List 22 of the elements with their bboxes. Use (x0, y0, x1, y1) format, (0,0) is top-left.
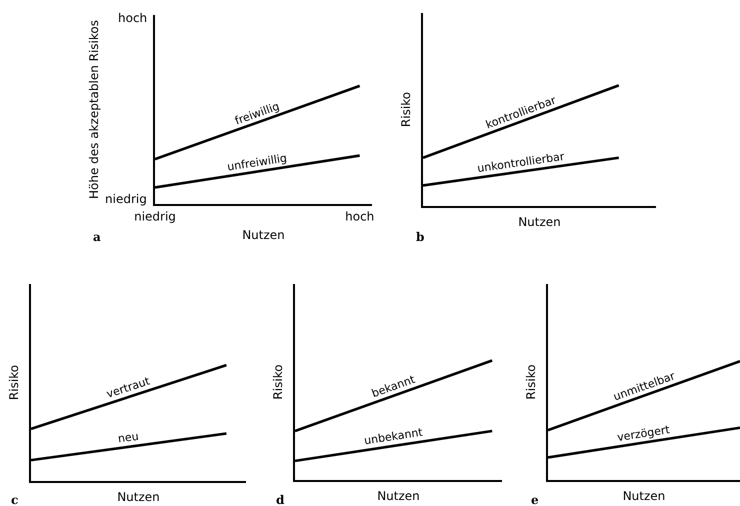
x-axis-title: Nutzen (117, 490, 160, 504)
text: neu (117, 430, 140, 446)
y-axis-title: Höhe des akzeptablen Risikos (86, 20, 101, 200)
text: unbekannt (363, 426, 424, 448)
text: e (531, 493, 539, 506)
text: a (93, 230, 101, 244)
text: unkontrollierbar (476, 150, 566, 176)
y-axis-title: Risiko (270, 364, 285, 400)
y-axis-title: Risiko (6, 364, 21, 400)
annotation: niedrig (105, 192, 147, 206)
x-axis-title: Nutzen (518, 214, 561, 229)
text: d (276, 493, 285, 506)
x-axis-title: Nutzen (377, 488, 420, 503)
y-axis-title: Risiko (398, 92, 413, 128)
text: verzögert (616, 423, 672, 444)
text: b (416, 230, 424, 244)
text: unfreiwillig (226, 151, 288, 174)
text: c (11, 493, 18, 506)
y-axis-title: Risiko (524, 364, 538, 400)
x-axis-title: Nutzen (622, 488, 666, 503)
text: hoch (118, 11, 148, 25)
x-axis-title: Nutzen (242, 228, 285, 242)
